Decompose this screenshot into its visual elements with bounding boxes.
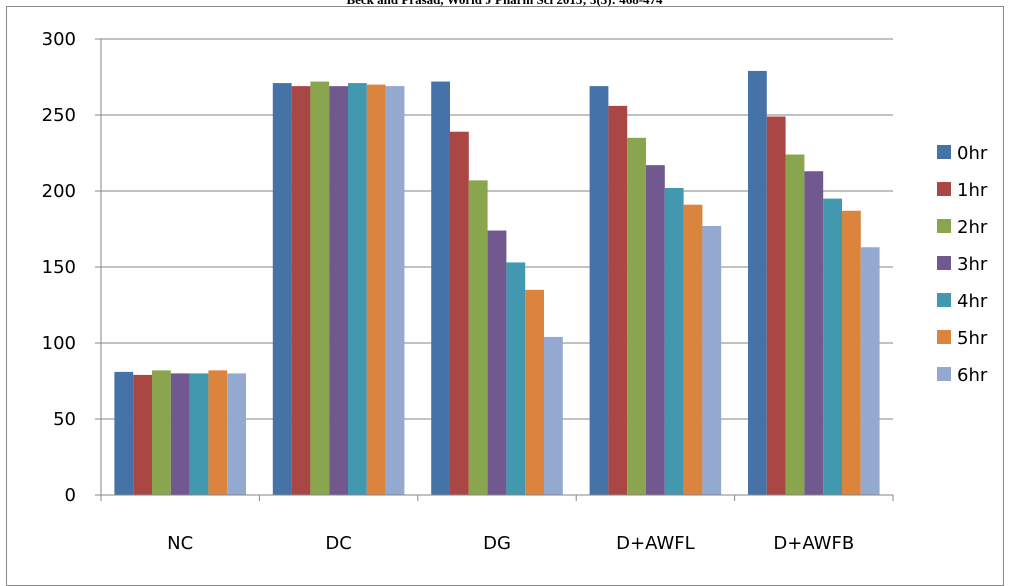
bar xyxy=(291,86,311,496)
bar xyxy=(366,84,386,495)
bar xyxy=(664,187,684,495)
legend-swatch xyxy=(937,330,951,344)
bar xyxy=(842,210,861,495)
bar xyxy=(608,105,628,495)
legend-label: 5hr xyxy=(957,328,988,349)
legend-label: 1hr xyxy=(957,180,988,201)
legend-swatch xyxy=(937,219,951,233)
y-tick-label: 250 xyxy=(42,105,76,126)
bar xyxy=(785,154,805,495)
legend-label: 4hr xyxy=(957,291,988,312)
bar xyxy=(860,247,880,495)
bar xyxy=(114,371,134,495)
y-axis-ticks: 0 50 100 150 200 250 300 xyxy=(42,29,101,506)
legend-label: 3hr xyxy=(957,254,988,275)
bar xyxy=(133,374,152,495)
x-category-label: D+AWFL xyxy=(616,533,694,554)
bar xyxy=(189,373,209,495)
bar xyxy=(627,137,646,496)
bar xyxy=(766,116,786,496)
y-tick-label: 150 xyxy=(42,257,76,278)
legend: 0hr 1hr 2hr 3hr 4hr 5hr 6hr xyxy=(937,143,988,386)
bar xyxy=(208,370,228,495)
bar xyxy=(487,230,507,495)
bar xyxy=(646,165,665,495)
bar xyxy=(450,131,469,495)
legend-swatch xyxy=(937,182,951,196)
legend-swatch xyxy=(937,367,951,381)
bar xyxy=(227,373,246,495)
bar xyxy=(823,198,842,495)
bar xyxy=(506,262,526,495)
legend-swatch xyxy=(937,145,951,159)
bar xyxy=(525,289,544,495)
y-tick-label: 200 xyxy=(42,181,76,202)
bar xyxy=(310,81,330,495)
bar xyxy=(385,86,405,496)
legend-label: 0hr xyxy=(957,143,988,164)
x-category-label: D+AWFB xyxy=(773,533,854,554)
legend-label: 2hr xyxy=(957,217,988,238)
bar xyxy=(748,70,767,496)
y-tick-label: 0 xyxy=(65,485,76,506)
x-axis-categories: NC DC DG D+AWFL D+AWFB xyxy=(167,533,854,554)
citation-header: Beck and Prasad, World J Pharm Sci 2015;… xyxy=(0,0,1009,8)
bar xyxy=(702,225,722,495)
bar xyxy=(468,180,488,496)
x-category-label: DC xyxy=(325,533,351,554)
x-category-label: DG xyxy=(483,533,511,554)
y-tick-label: 50 xyxy=(53,409,76,430)
legend-label: 6hr xyxy=(957,365,988,386)
y-tick-label: 300 xyxy=(42,29,76,50)
bar xyxy=(431,81,450,495)
legend-swatch xyxy=(937,256,951,270)
bar xyxy=(329,86,348,496)
bar xyxy=(544,336,563,495)
bar xyxy=(152,370,171,495)
x-category-label: NC xyxy=(167,533,193,554)
y-tick-label: 100 xyxy=(42,333,76,354)
bar xyxy=(170,373,190,495)
bar xyxy=(589,86,609,496)
axes xyxy=(100,39,894,501)
bar xyxy=(272,83,292,495)
bar xyxy=(804,171,824,496)
bars xyxy=(114,70,880,496)
bar xyxy=(683,204,703,495)
legend-swatch xyxy=(937,293,951,307)
bar xyxy=(348,83,367,495)
